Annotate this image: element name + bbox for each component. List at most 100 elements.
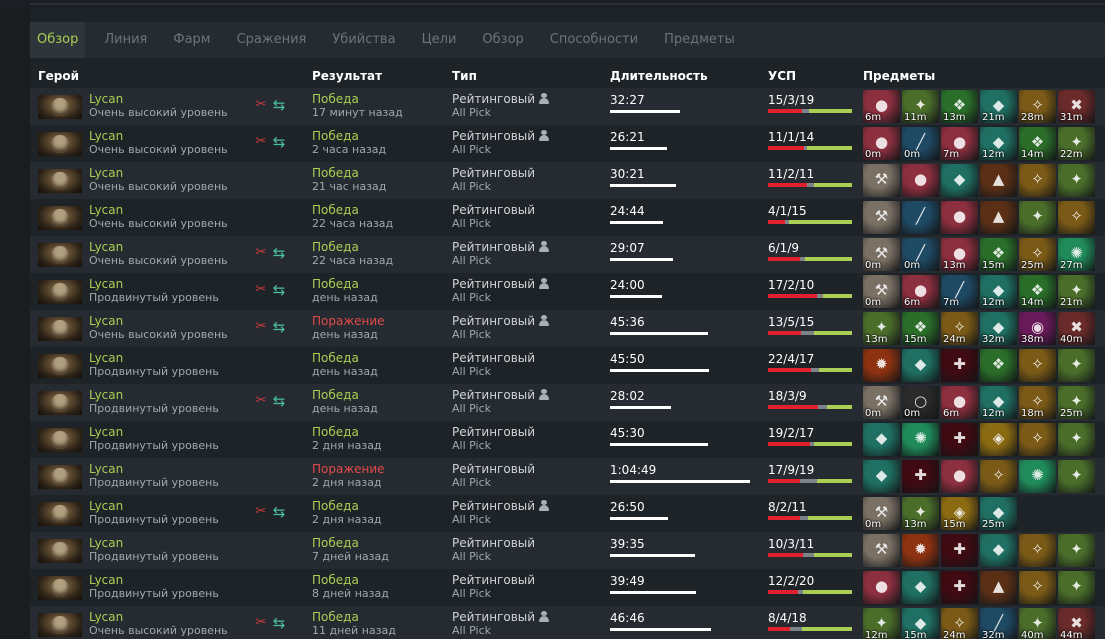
item-slot[interactable]: ◆ <box>902 571 939 604</box>
item-slot[interactable]: ❖ <box>980 349 1017 382</box>
hero-portrait[interactable] <box>38 206 82 230</box>
item-slot[interactable]: ✹ <box>863 349 900 382</box>
match-row[interactable]: Lycan Очень высокий уровень ✂ ⇆ Победа 17 мин… <box>30 88 1105 125</box>
match-row[interactable]: Lycan Очень высокий уровень ✂ ⇆ Победа 2 часа… <box>30 125 1105 162</box>
hero-name-link[interactable]: Lycan <box>89 240 124 254</box>
item-slot[interactable]: ⚒ 0m <box>863 275 900 308</box>
item-slot[interactable]: ❖ 15m <box>980 238 1017 271</box>
item-slot[interactable]: ● 6m <box>902 275 939 308</box>
match-result[interactable]: Победа <box>312 129 359 143</box>
item-slot[interactable]: ✦ 11m <box>902 90 939 123</box>
tab-7[interactable]: Способности <box>549 32 639 47</box>
item-slot[interactable]: ▲ <box>980 571 1017 604</box>
item-slot[interactable]: ✧ <box>1019 349 1056 382</box>
hero-name-link[interactable]: Lycan <box>89 462 124 476</box>
column-header-hero[interactable]: Герой <box>38 69 80 83</box>
item-slot[interactable]: ✦ <box>1019 201 1056 234</box>
item-slot[interactable]: ✦ 22m <box>1058 127 1095 160</box>
tab-3[interactable]: Сражения <box>236 32 307 47</box>
match-result[interactable]: Победа <box>312 573 359 587</box>
match-row[interactable]: Lycan Очень высокий уровень ✂ ⇆ Победа 11 дне… <box>30 606 1105 639</box>
item-slot[interactable]: ✦ <box>1058 571 1095 604</box>
item-slot[interactable]: ✧ <box>1019 164 1056 197</box>
item-slot[interactable]: ⚒ 0m <box>863 238 900 271</box>
hero-portrait[interactable] <box>38 243 82 267</box>
item-slot[interactable]: ▲ <box>980 164 1017 197</box>
match-result[interactable]: Победа <box>312 610 359 624</box>
hero-name-link[interactable]: Lycan <box>89 166 124 180</box>
match-row[interactable]: Lycan Продвинутый уровень Победа 2 дня наза… <box>30 421 1105 458</box>
match-result[interactable]: Победа <box>312 499 359 513</box>
item-slot[interactable]: ✧ <box>1019 423 1056 456</box>
item-slot[interactable]: ⚒ 0m <box>863 386 900 419</box>
item-slot[interactable]: ✧ 24m <box>941 312 978 345</box>
match-result[interactable]: Поражение <box>312 314 385 328</box>
item-slot[interactable]: ✦ 13m <box>863 312 900 345</box>
item-slot[interactable]: ✦ 12m <box>863 608 900 639</box>
hero-portrait[interactable] <box>38 280 82 304</box>
item-slot[interactable]: ◈ 15m <box>941 497 978 530</box>
item-slot[interactable]: ✖ 40m <box>1058 312 1095 345</box>
item-slot[interactable]: ✚ <box>941 534 978 567</box>
hero-portrait[interactable] <box>38 317 82 341</box>
item-slot[interactable]: ⚒ <box>863 201 900 234</box>
hero-name-link[interactable]: Lycan <box>89 92 124 106</box>
item-slot[interactable]: ◆ 12m <box>980 386 1017 419</box>
item-slot[interactable]: ╱ 0m <box>902 238 939 271</box>
hero-name-link[interactable]: Lycan <box>89 425 124 439</box>
item-slot[interactable]: ✦ 13m <box>902 497 939 530</box>
item-slot[interactable]: ✹ <box>902 534 939 567</box>
item-slot[interactable]: ✦ 21m <box>1058 275 1095 308</box>
match-result[interactable]: Победа <box>312 388 359 402</box>
hero-name-link[interactable]: Lycan <box>89 277 124 291</box>
item-slot[interactable]: ✺ <box>902 423 939 456</box>
item-slot[interactable]: ● 6m <box>941 386 978 419</box>
item-slot[interactable]: ✧ <box>1019 534 1056 567</box>
item-slot[interactable]: ● 0m <box>863 127 900 160</box>
item-slot[interactable]: ✺ 27m <box>1058 238 1095 271</box>
match-result[interactable]: Победа <box>312 536 359 550</box>
item-slot[interactable]: ● 6m <box>863 90 900 123</box>
item-slot[interactable]: ▲ <box>980 201 1017 234</box>
item-slot[interactable]: ◆ 15m <box>902 608 939 639</box>
item-slot[interactable]: ❖ 13m <box>941 90 978 123</box>
hero-name-link[interactable]: Lycan <box>89 536 124 550</box>
item-slot[interactable]: ✦ <box>1058 423 1095 456</box>
item-slot[interactable]: ◆ <box>902 349 939 382</box>
item-slot[interactable]: ❖ 15m <box>902 312 939 345</box>
item-slot[interactable]: ✦ <box>1058 349 1095 382</box>
match-result[interactable]: Победа <box>312 203 359 217</box>
hero-portrait[interactable] <box>38 502 82 526</box>
item-slot[interactable]: ◆ <box>941 164 978 197</box>
item-slot[interactable]: ○ 0m <box>902 386 939 419</box>
item-slot[interactable]: ❖ 14m <box>1019 275 1056 308</box>
tab-1[interactable]: Линия <box>104 32 148 47</box>
hero-name-link[interactable]: Lycan <box>89 203 124 217</box>
column-header-items[interactable]: Предметы <box>863 69 936 83</box>
item-slot[interactable]: ✦ <box>1058 164 1095 197</box>
tab-6[interactable]: Обзор <box>482 32 524 47</box>
item-slot[interactable]: ✧ <box>980 460 1017 493</box>
hero-name-link[interactable]: Lycan <box>89 351 124 365</box>
match-row[interactable]: Lycan Продвинутый уровень ✂ ⇆ Победа день наз… <box>30 384 1105 421</box>
item-slot[interactable]: ⚒ 0m <box>863 497 900 530</box>
column-header-result[interactable]: Результат <box>312 69 383 83</box>
item-slot[interactable]: ◉ 38m <box>1019 312 1056 345</box>
match-result[interactable]: Победа <box>312 277 359 291</box>
hero-portrait[interactable] <box>38 428 82 452</box>
item-slot[interactable]: ✦ 40m <box>1019 608 1056 639</box>
match-row[interactable]: Lycan Продвинутый уровень ✂ ⇆ Победа день наз… <box>30 273 1105 310</box>
match-row[interactable]: Lycan Продвинутый уровень Победа день назад… <box>30 347 1105 384</box>
hero-portrait[interactable] <box>38 465 82 489</box>
item-slot[interactable]: ◆ 32m <box>980 312 1017 345</box>
item-slot[interactable]: ● 13m <box>941 238 978 271</box>
match-result[interactable]: Победа <box>312 92 359 106</box>
item-slot[interactable]: ✧ 25m <box>1019 238 1056 271</box>
match-row[interactable]: Lycan Очень высокий уровень Победа 22 часа … <box>30 199 1105 236</box>
item-slot[interactable]: ❖ 14m <box>1019 127 1056 160</box>
item-slot[interactable]: ✚ <box>941 571 978 604</box>
match-row[interactable]: Lycan Очень высокий уровень Победа 21 час н… <box>30 162 1105 199</box>
item-slot[interactable]: ● <box>941 460 978 493</box>
match-row[interactable]: Lycan Продвинутый уровень Поражение 2 дня н… <box>30 458 1105 495</box>
hero-name-link[interactable]: Lycan <box>89 388 124 402</box>
